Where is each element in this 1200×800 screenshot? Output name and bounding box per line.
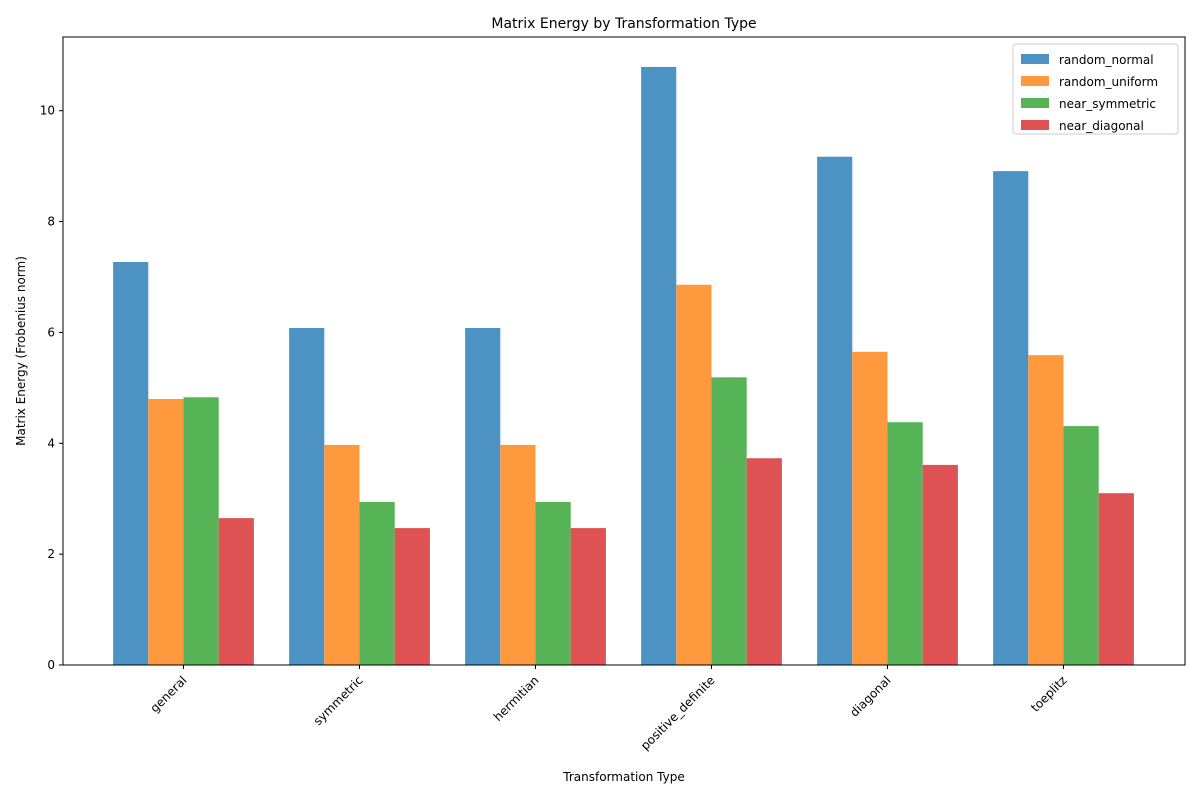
bars-group [113, 66, 1134, 666]
legend-box [1012, 43, 1179, 135]
bar-near_diagonal-diagonal [922, 464, 958, 665]
bar-random_uniform-toeplitz [1028, 355, 1064, 665]
bar-near_symmetric-hermitian [535, 502, 571, 665]
bar-random_uniform-hermitian [500, 444, 536, 665]
legend-swatch-near_diagonal [1021, 120, 1049, 130]
bar-random_normal-diagonal [817, 156, 853, 666]
bar-near_symmetric-symmetric [359, 502, 395, 665]
bar-near_diagonal-hermitian [570, 528, 606, 665]
chart-title: Matrix Energy by Transformation Type [491, 16, 756, 32]
legend-label-near_diagonal: near_diagonal [1059, 119, 1144, 133]
bar-random_normal-hermitian [465, 327, 501, 665]
legend-swatch-random_normal [1021, 54, 1049, 64]
legend-label-near_symmetric: near_symmetric [1059, 97, 1156, 111]
legend-label-random_normal: random_normal [1059, 53, 1154, 67]
y-tick-label: 0 [47, 658, 55, 672]
bar-near_symmetric-diagonal [887, 422, 923, 665]
y-tick-label: 4 [47, 436, 55, 450]
bar-random_uniform-diagonal [852, 351, 888, 665]
legend-label-random_uniform: random_uniform [1059, 75, 1158, 89]
bar-near_diagonal-positive_definite [746, 458, 782, 665]
bar-near_diagonal-general [218, 518, 254, 665]
y-axis: 0 2 4 6 8 10 [40, 104, 63, 672]
x-axis-label: Transformation Type [562, 770, 684, 784]
y-tick-label: 6 [47, 325, 55, 339]
bar-random_uniform-general [148, 398, 184, 665]
y-tick-label: 10 [40, 104, 55, 118]
bar-near_diagonal-toeplitz [1098, 493, 1134, 665]
legend-swatch-random_uniform [1021, 76, 1049, 86]
bar-near_symmetric-toeplitz [1063, 426, 1099, 665]
bar-near_symmetric-general [183, 397, 219, 665]
bar-near_symmetric-positive_definite [711, 377, 747, 665]
bar-random_normal-positive_definite [641, 66, 677, 666]
legend-swatch-near_symmetric [1021, 98, 1049, 108]
bar-random_normal-toeplitz [993, 171, 1029, 665]
bar-random_uniform-positive_definite [676, 284, 712, 665]
bar-random_normal-symmetric [289, 327, 325, 665]
y-tick-label: 8 [47, 215, 55, 229]
plot-frame [62, 36, 1186, 666]
y-tick-label: 2 [47, 547, 55, 561]
y-axis-label: Matrix Energy (Frobenius norm) [14, 256, 28, 446]
bar-random_normal-general [113, 262, 149, 665]
bar-random_uniform-symmetric [324, 444, 360, 665]
legend: random_normal random_uniform near_symmetri… [1012, 43, 1179, 135]
bar-near_diagonal-symmetric [394, 528, 430, 665]
